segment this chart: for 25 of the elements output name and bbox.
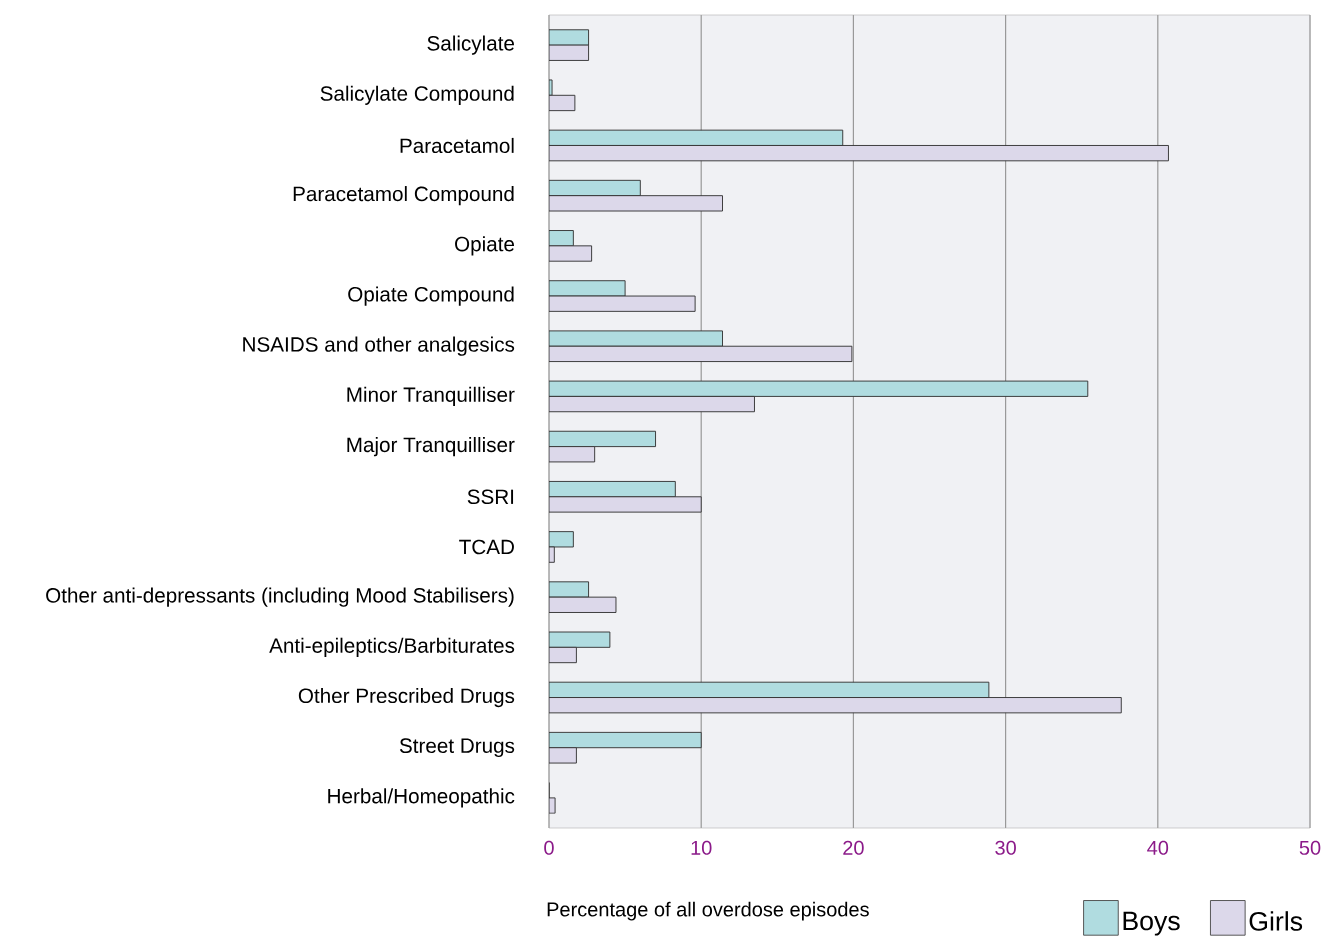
y-tick-label: Other anti-depressants (including Mood Stabilisers) [46, 587, 514, 607]
y-tick-label: Major Tranquilliser [347, 436, 515, 457]
y-tick-label: Salicylate Compound [320, 85, 514, 105]
x-tick-label: 0 [544, 840, 554, 855]
x-axis-title: Percentage of all overdose episodes [547, 901, 869, 921]
legend-label: Boys [1123, 911, 1180, 936]
x-tick-label: 40 [1147, 840, 1169, 855]
x-tick-label: 20 [843, 840, 864, 855]
y-tick-label: TCAD [459, 539, 514, 555]
y-tick-label: Street Drugs [399, 738, 515, 758]
y-tick-label: Salicylate [427, 35, 515, 55]
x-tick-label: 50 [1299, 840, 1321, 855]
y-tick-label: NSAIDS and other analgesics [243, 336, 515, 356]
y-tick-label: SSRI [467, 489, 514, 505]
x-tick-label: 30 [995, 840, 1016, 855]
legend-label: Girls [1249, 911, 1303, 931]
y-tick-label: Paracetamol Compound [293, 186, 514, 206]
y-tick-label: Paracetamol [400, 137, 514, 154]
y-tick-label: Herbal/Homeopathic [328, 788, 515, 808]
x-tick-label: 10 [691, 840, 712, 855]
y-tick-label: Opiate Compound [348, 286, 514, 306]
y-tick-label: Other Prescribed Drugs [298, 687, 515, 708]
y-tick-label: Opiate [455, 236, 515, 256]
y-tick-label: Anti-epileptics/Barbiturates [269, 637, 515, 657]
y-tick-label: Minor Tranquilliser [347, 386, 515, 407]
